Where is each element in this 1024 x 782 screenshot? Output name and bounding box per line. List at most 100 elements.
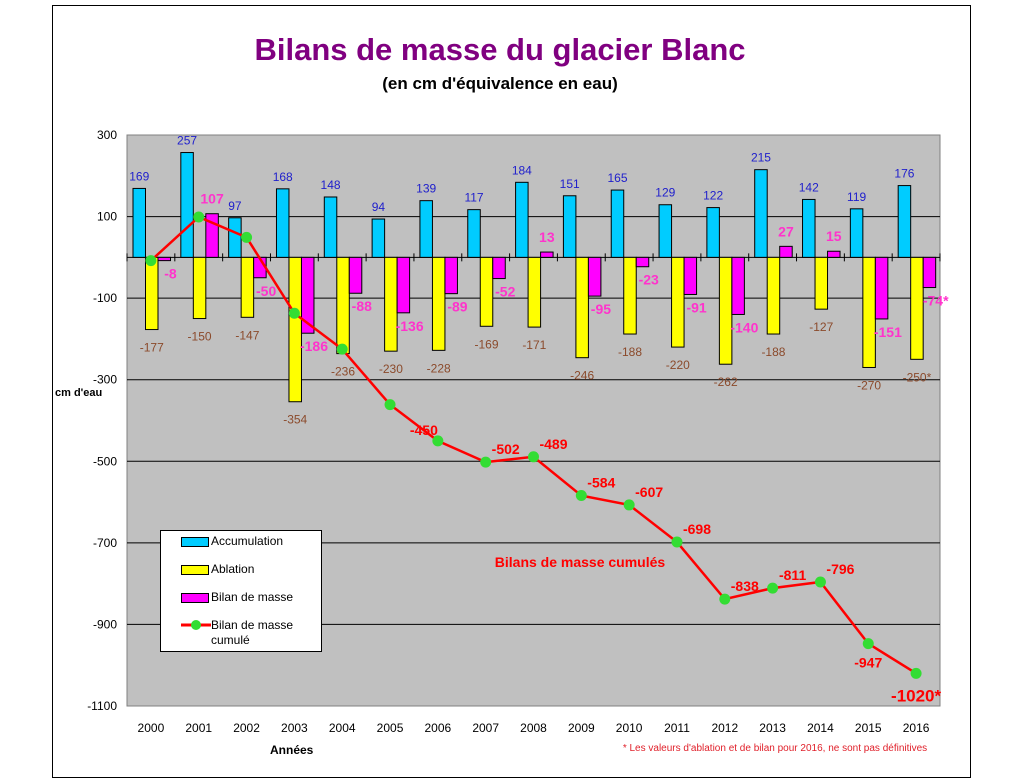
data-label: 97 <box>228 199 242 213</box>
cumulative-label: -838 <box>731 578 759 594</box>
cumulative-label: -489 <box>539 436 567 452</box>
bar-accumulation <box>515 181 529 258</box>
cumulative-label: -502 <box>492 441 520 457</box>
cumulative-marker <box>432 435 444 447</box>
x-tick-label: 2005 <box>377 721 404 735</box>
bar-accumulation <box>849 208 864 258</box>
data-label: -230 <box>379 362 403 376</box>
bar-ablation <box>671 256 685 348</box>
bar-accumulation <box>132 187 146 258</box>
x-tick-label: 2000 <box>138 721 165 735</box>
annotation-cumulative: Bilans de masse cumulés <box>495 554 666 570</box>
data-label: -177 <box>140 341 164 355</box>
cumulative-marker <box>241 231 253 243</box>
x-tick-label: 2013 <box>759 721 786 735</box>
data-label: -89 <box>447 299 467 315</box>
footnote: * Les valeurs d'ablation et de bilan pou… <box>622 743 928 754</box>
y-tick-label: -100 <box>93 291 117 305</box>
y-tick-label: 100 <box>97 210 117 224</box>
cumulative-label: -811 <box>779 567 806 583</box>
bar-bilan-de-masse <box>157 256 171 262</box>
bar-bilan-de-masse <box>683 256 698 295</box>
legend-swatch <box>181 537 209 547</box>
y-tick-label: -1100 <box>87 699 117 713</box>
data-label: -127 <box>809 320 833 334</box>
x-tick-label: 2014 <box>807 721 834 735</box>
bar-ablation <box>145 256 159 331</box>
data-label: -171 <box>522 338 546 352</box>
data-label: 117 <box>464 191 483 205</box>
cumulative-label: -796 <box>826 561 854 577</box>
data-label: -74* <box>923 293 949 309</box>
legend-label: Bilan de masse <box>211 590 294 604</box>
bar-bilan-de-masse <box>444 256 458 295</box>
x-tick-label: 2011 <box>664 721 690 735</box>
bar-accumulation <box>371 218 386 258</box>
cumulative-marker <box>862 638 874 650</box>
data-label: 176 <box>894 167 914 181</box>
legend-swatch <box>181 593 209 603</box>
bar-bilan-de-masse <box>300 256 315 334</box>
bar-accumulation <box>323 196 338 258</box>
cumulative-marker <box>575 490 587 502</box>
data-label: 122 <box>703 189 723 203</box>
data-label: -354 <box>283 413 307 427</box>
chart-frame <box>52 5 971 778</box>
bar-bilan-de-masse <box>540 251 554 258</box>
cumulative-marker <box>145 255 157 267</box>
data-label: -140 <box>730 319 758 335</box>
bar-accumulation <box>467 209 481 258</box>
x-axis-label: Années <box>270 743 314 757</box>
bar-bilan-de-masse <box>396 256 411 314</box>
bar-ablation <box>192 256 207 320</box>
bar-ablation <box>431 256 446 351</box>
x-tick-label: 2006 <box>425 721 452 735</box>
legend-label: Ablation <box>211 562 255 576</box>
x-tick-label: 2001 <box>185 721 212 735</box>
cumulative-marker <box>623 499 635 511</box>
legend-item-accumulation: Accumulation <box>181 534 283 548</box>
cumulative-marker <box>814 576 826 588</box>
legend: Accumulation Ablation Bilan de masse Bil… <box>160 530 322 652</box>
data-label: 139 <box>416 182 436 196</box>
data-label: -95 <box>591 301 611 317</box>
y-axis-label: cm d'eau <box>55 387 102 399</box>
x-tick-label: 2007 <box>472 721 499 735</box>
legend-item-ablation: Ablation <box>181 562 254 576</box>
data-label: -236 <box>331 365 355 379</box>
bar-ablation <box>384 256 398 352</box>
bar-bilan-de-masse <box>492 256 506 280</box>
cumulative-marker <box>671 536 683 548</box>
data-label: -188 <box>761 345 785 359</box>
x-tick-label: 2010 <box>616 721 643 735</box>
bar-accumulation <box>419 200 433 258</box>
y-tick-label: -500 <box>93 454 117 468</box>
data-label: -246 <box>570 369 594 383</box>
data-label: -52 <box>495 284 515 300</box>
chart-title: Bilans de masse du glacier Blanc <box>254 32 746 67</box>
bar-ablation <box>862 256 876 368</box>
x-tick-label: 2015 <box>855 721 882 735</box>
bar-bilan-de-masse <box>731 256 745 315</box>
bar-accumulation <box>754 169 768 258</box>
cumulative-marker <box>384 399 396 411</box>
bar-ablation <box>479 256 494 327</box>
data-label: 165 <box>607 171 627 185</box>
bar-bilan-de-masse <box>587 256 602 297</box>
data-label: -228 <box>427 361 451 375</box>
x-tick-label: 2016 <box>903 721 930 735</box>
cumulative-label: -947 <box>854 655 882 671</box>
bar-accumulation <box>180 152 194 258</box>
x-tick-label: 2008 <box>520 721 547 735</box>
data-label: 15 <box>826 228 842 244</box>
bar-accumulation <box>228 217 242 258</box>
data-label: -8 <box>164 266 177 282</box>
bar-bilan-de-masse <box>635 256 650 268</box>
x-tick-label: 2004 <box>329 721 356 735</box>
data-label: -91 <box>686 299 706 315</box>
bar-ablation <box>240 256 255 318</box>
legend-label: Accumulation <box>211 534 284 548</box>
bar-ablation <box>766 256 781 335</box>
bar-ablation <box>336 256 350 355</box>
